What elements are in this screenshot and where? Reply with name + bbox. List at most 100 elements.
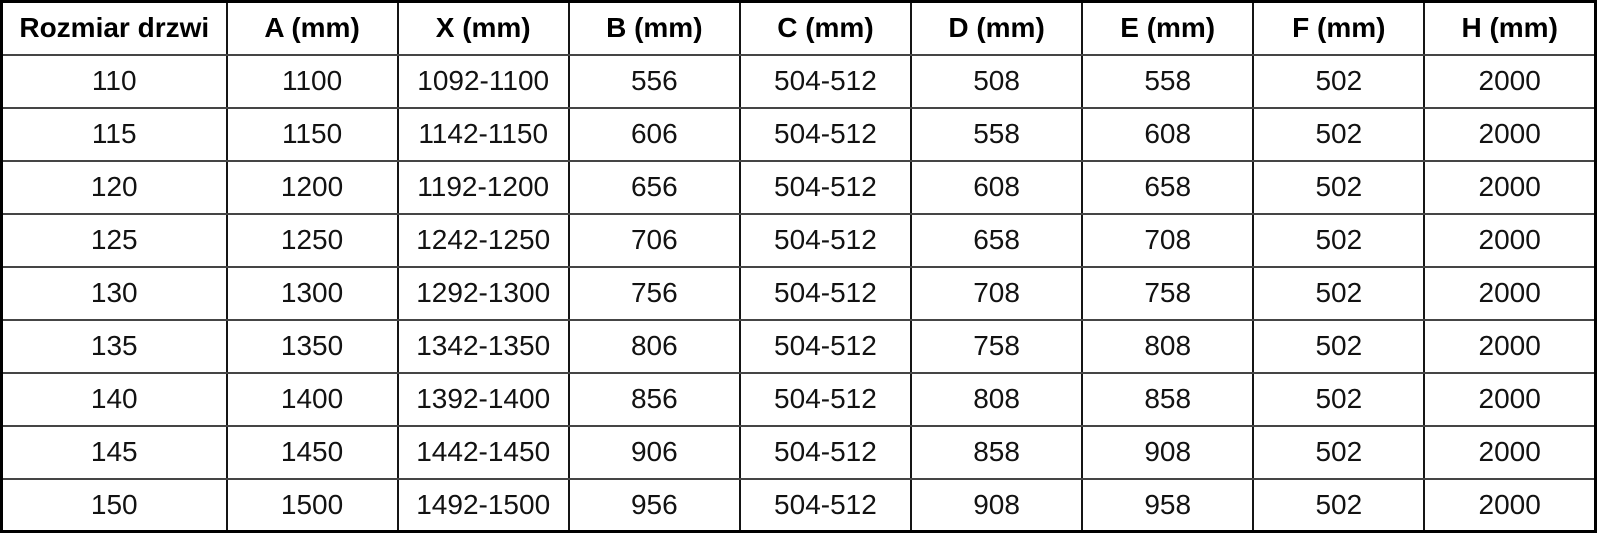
table-cell: 858 <box>1081 371 1255 427</box>
table-cell: 906 <box>567 424 741 480</box>
header-cell-col3: B (mm) <box>567 0 741 56</box>
table-cell: 1342-1350 <box>396 318 570 374</box>
table-cell: 110 <box>0 53 228 109</box>
table-cell: 756 <box>567 265 741 321</box>
table-cell: 502 <box>1252 477 1426 533</box>
table-cell: 504-512 <box>738 265 913 321</box>
table-cell: 1492-1500 <box>396 477 570 533</box>
header-row: Rozmiar drzwi A (mm) X (mm) B (mm) C (mm) D (… <box>0 0 1597 56</box>
table-row: 140 1400 1392-1400 856 504-512 808 858 502 2000 <box>0 371 1597 427</box>
table-cell: 504-512 <box>738 159 913 215</box>
table-row: 110 1100 1092-1100 556 504-512 508 558 502 2000 <box>0 53 1597 109</box>
table-cell: 150 <box>0 477 228 533</box>
table-cell: 1200 <box>225 159 399 215</box>
table-cell: 120 <box>0 159 228 215</box>
table-row: 145 1450 1442-1450 906 504-512 858 908 502 2000 <box>0 424 1597 480</box>
table-cell: 2000 <box>1423 159 1597 215</box>
table-cell: 2000 <box>1423 318 1597 374</box>
header-cell-col5: D (mm) <box>909 0 1084 56</box>
table-cell: 956 <box>567 477 741 533</box>
table-cell: 908 <box>1081 424 1255 480</box>
table-cell: 140 <box>0 371 228 427</box>
header-cell-col2: X (mm) <box>396 0 570 56</box>
table-cell: 758 <box>1081 265 1255 321</box>
table-cell: 130 <box>0 265 228 321</box>
table-row: 150 1500 1492-1500 956 504-512 908 958 502 2000 <box>0 477 1597 533</box>
table-cell: 708 <box>1081 212 1255 268</box>
header-cell-col6: E (mm) <box>1081 0 1255 56</box>
table-cell: 1392-1400 <box>396 371 570 427</box>
table-cell: 1192-1200 <box>396 159 570 215</box>
table-cell: 115 <box>0 106 228 162</box>
table-cell: 1350 <box>225 318 399 374</box>
table-cell: 808 <box>909 371 1084 427</box>
table-row: 115 1150 1142-1150 606 504-512 558 608 502 2000 <box>0 106 1597 162</box>
table-cell: 1442-1450 <box>396 424 570 480</box>
table-row: 130 1300 1292-1300 756 504-512 708 758 502 2000 <box>0 265 1597 321</box>
table-cell: 1400 <box>225 371 399 427</box>
table-cell: 2000 <box>1423 477 1597 533</box>
table-cell: 125 <box>0 212 228 268</box>
table-cell: 504-512 <box>738 371 913 427</box>
table-cell: 1242-1250 <box>396 212 570 268</box>
table-cell: 1500 <box>225 477 399 533</box>
table-cell: 502 <box>1252 371 1426 427</box>
table-cell: 1150 <box>225 106 399 162</box>
table-cell: 504-512 <box>738 212 913 268</box>
table-cell: 558 <box>909 106 1084 162</box>
table-cell: 502 <box>1252 265 1426 321</box>
table-cell: 1250 <box>225 212 399 268</box>
table-cell: 502 <box>1252 318 1426 374</box>
table-cell: 504-512 <box>738 106 913 162</box>
table-cell: 856 <box>567 371 741 427</box>
table-cell: 656 <box>567 159 741 215</box>
table-cell: 504-512 <box>738 477 913 533</box>
table-row: 120 1200 1192-1200 656 504-512 608 658 502 2000 <box>0 159 1597 215</box>
table-cell: 558 <box>1081 53 1255 109</box>
table-cell: 508 <box>909 53 1084 109</box>
table-cell: 502 <box>1252 159 1426 215</box>
table-cell: 135 <box>0 318 228 374</box>
table-cell: 1100 <box>225 53 399 109</box>
table-cell: 2000 <box>1423 265 1597 321</box>
table-cell: 145 <box>0 424 228 480</box>
table-cell: 1450 <box>225 424 399 480</box>
table-cell: 806 <box>567 318 741 374</box>
table-cell: 502 <box>1252 53 1426 109</box>
table-row: 125 1250 1242-1250 706 504-512 658 708 502 2000 <box>0 212 1597 268</box>
table-cell: 2000 <box>1423 106 1597 162</box>
table-cell: 908 <box>909 477 1084 533</box>
table-body: 110 1100 1092-1100 556 504-512 508 558 502 2000 1… <box>0 53 1597 533</box>
table-cell: 708 <box>909 265 1084 321</box>
table-cell: 504-512 <box>738 318 913 374</box>
table-cell: 2000 <box>1423 212 1597 268</box>
table-cell: 606 <box>567 106 741 162</box>
table-cell: 958 <box>1081 477 1255 533</box>
table-cell: 858 <box>909 424 1084 480</box>
table-cell: 758 <box>909 318 1084 374</box>
header-cell-col0: Rozmiar drzwi <box>0 0 228 56</box>
table-cell: 1300 <box>225 265 399 321</box>
table-cell: 502 <box>1252 424 1426 480</box>
table-cell: 658 <box>1081 159 1255 215</box>
table-cell: 608 <box>1081 106 1255 162</box>
table-cell: 504-512 <box>738 53 913 109</box>
table-cell: 502 <box>1252 212 1426 268</box>
table-cell: 502 <box>1252 106 1426 162</box>
table-cell: 556 <box>567 53 741 109</box>
header-cell-col4: C (mm) <box>738 0 913 56</box>
table-cell: 706 <box>567 212 741 268</box>
table-cell: 2000 <box>1423 371 1597 427</box>
table-cell: 2000 <box>1423 424 1597 480</box>
table-cell: 504-512 <box>738 424 913 480</box>
table-cell: 1142-1150 <box>396 106 570 162</box>
table-row: 135 1350 1342-1350 806 504-512 758 808 502 2000 <box>0 318 1597 374</box>
table-header: Rozmiar drzwi A (mm) X (mm) B (mm) C (mm) D (… <box>0 0 1597 56</box>
table-cell: 808 <box>1081 318 1255 374</box>
table-cell: 2000 <box>1423 53 1597 109</box>
table-cell: 658 <box>909 212 1084 268</box>
table-cell: 1292-1300 <box>396 265 570 321</box>
header-cell-col1: A (mm) <box>225 0 399 56</box>
table-cell: 1092-1100 <box>396 53 570 109</box>
